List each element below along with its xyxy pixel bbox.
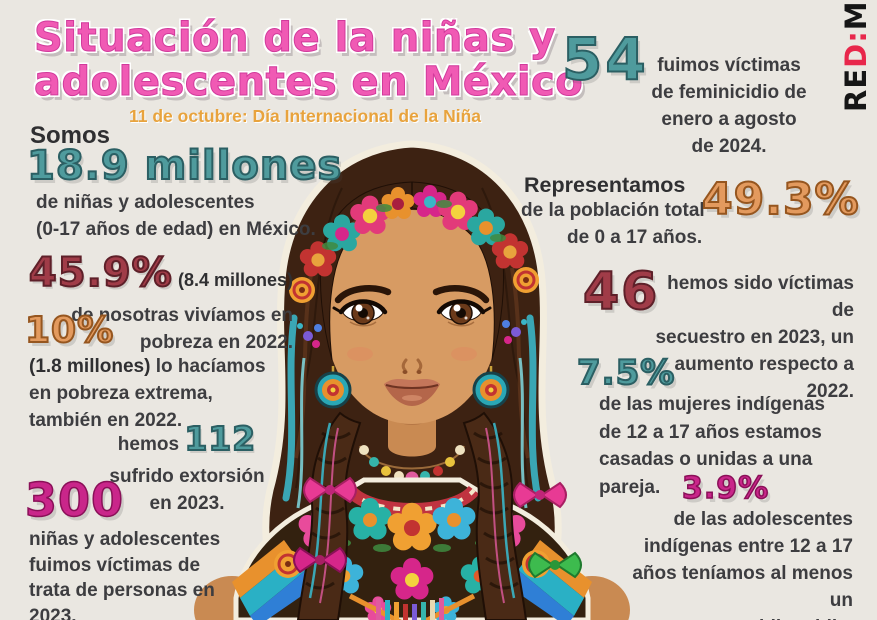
stat-share-number: 49.3% (701, 174, 860, 225)
text-line: (0-17 años de edad) en México. (36, 219, 316, 240)
bow-green-right (528, 551, 582, 579)
text-line: secuestro en 2023, un (655, 327, 854, 348)
stat-kidnapping-description: hemos sido víctimas de secuestro en 2023… (640, 270, 854, 405)
stat-extreme-poverty-description: (1.8 millones) lo hacíamos en pobreza ex… (29, 353, 266, 434)
text-line: sufrido extorsión (109, 466, 265, 487)
logo-part-2: D: (839, 30, 873, 68)
text-line: de feminicidio de (651, 82, 807, 103)
girl-illustration (194, 140, 630, 620)
stat-poverty-headline: 45.9% (8.4 millones) (25, 250, 293, 302)
logo-part-3: M (839, 0, 873, 31)
logo-part-1: RE (839, 67, 873, 112)
text-line: de niñas y adolescentes (36, 192, 255, 213)
title-line-2: adolescentes en México (33, 59, 584, 105)
stat-extreme-poverty-number: 10% (24, 310, 115, 351)
text-line: también en 2022. (29, 410, 183, 431)
stat-marriage-number: 7.5% (576, 353, 676, 393)
text-line: pobreza en 2022. (139, 332, 293, 353)
stat-mothers-number: 3.9% (681, 471, 770, 506)
text-line: de las mujeres indígenas (599, 394, 825, 415)
stat-share-label: Representamos (524, 173, 686, 197)
stat-poverty-number: 45.9% (28, 250, 173, 296)
text-line: 2023. (29, 605, 77, 620)
stat-extortion: hemos 112 sufrido extorsión en 2023. (103, 419, 271, 517)
text-fragment: hemos (117, 434, 180, 455)
text-line: enero a agosto (661, 109, 797, 130)
stat-share-line2: de 0 a 17 años. (567, 227, 703, 248)
stat-kidnapping-number: 46 (582, 262, 660, 322)
text-line: hijo o hija. (607, 614, 853, 620)
stat-population-number: 18.9 millones (26, 143, 343, 189)
stat-trafficking-description: niñas y adolescentes fuimos víctimas de … (29, 527, 220, 620)
text-line: de 2024. (691, 136, 767, 157)
stat-trafficking-number: 300 (24, 473, 125, 527)
stat-marriage-description: de las mujeres indígenas de 12 a 17 años… (599, 391, 877, 501)
text-line: niñas y adolescentes (29, 529, 221, 550)
stat-extortion-headline: hemos 112 (103, 419, 271, 463)
redim-logo: RED:M (839, 0, 873, 112)
stat-extortion-number: 112 (183, 419, 257, 458)
stat-poverty: 45.9% (8.4 millones) de nosotras vivíamo… (25, 250, 293, 356)
text-line: trata de personas en (29, 580, 215, 601)
stat-mothers-description: de las adolescentes indígenas entre 12 a… (607, 506, 853, 620)
text-fragment: lo hacíamos (150, 356, 266, 377)
title-line-1: Situación de la niñas y (33, 15, 556, 61)
stat-extreme-poverty-detail: (1.8 millones) (29, 356, 151, 377)
bow-pink-left (303, 476, 357, 504)
stat-share-line1: de la población total (521, 200, 705, 221)
bow-magenta-left (293, 546, 347, 574)
text-line: hemos sido víctimas de (667, 273, 854, 321)
bow-pink-right (513, 481, 567, 509)
text-line: (1.8 millones) lo hacíamos (29, 353, 266, 380)
page-title: Situación de la niñas y adolescentes en … (33, 15, 584, 105)
text-line: de 12 a 17 años estamos (599, 421, 822, 443)
text-line: años teníamos al menos un (632, 563, 853, 611)
text-line: indígenas entre 12 a 17 (643, 536, 853, 557)
text-line: en 2023. (149, 493, 225, 514)
page-subtitle: 11 de octubre: Día Internacional de la N… (129, 106, 482, 126)
stat-population-description: de niñas y adolescentes (0-17 años de ed… (36, 189, 316, 243)
text-line: de nosotras vivíamos en (71, 305, 293, 326)
stat-population-label: Somos (30, 122, 111, 149)
text-line: aumento respecto a 2022. (674, 354, 855, 402)
stat-feminicide-description: fuimos víctimas de feminicidio de enero … (648, 52, 810, 160)
text-line: de las adolescentes (673, 509, 853, 530)
stat-feminicide-number: 54 (561, 25, 649, 93)
stat-poverty-detail: (8.4 millones) (177, 270, 293, 290)
text-line: en pobreza extrema, (29, 383, 213, 404)
text-line: fuimos víctimas (657, 55, 801, 76)
text-line: fuimos víctimas de (29, 554, 201, 576)
text-line: casadas o unidas a una pareja. (599, 449, 813, 498)
